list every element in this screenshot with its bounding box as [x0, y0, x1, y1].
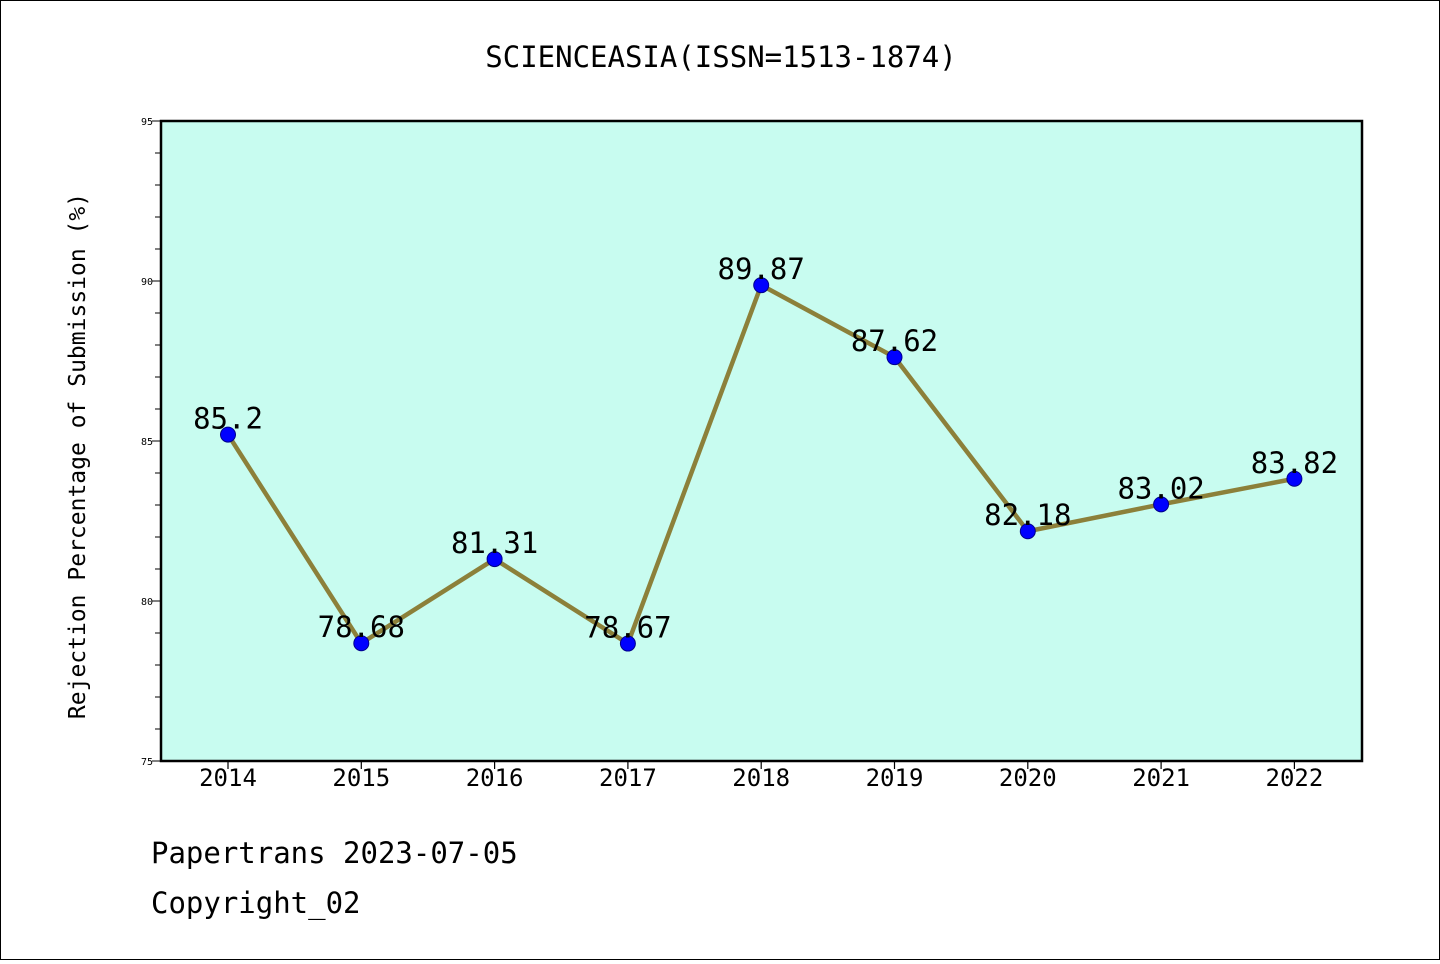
y-tick-label: 90 — [141, 277, 153, 288]
x-tick-label: 2021 — [1132, 764, 1190, 792]
footer-source: Papertrans 2023-07-05 — [151, 836, 518, 870]
data-point-marker — [1286, 470, 1303, 487]
x-tick-label: 2019 — [866, 764, 924, 792]
data-label: 87.62 — [851, 324, 938, 358]
data-label: 78.68 — [318, 610, 405, 644]
y-tick-label: 95 — [141, 117, 153, 128]
x-tick-label: 2018 — [732, 764, 790, 792]
data-point-marker — [486, 551, 503, 568]
data-label: 85.2 — [193, 402, 263, 436]
x-tick-label: 2016 — [466, 764, 524, 792]
data-point-marker — [619, 635, 636, 652]
data-series — [220, 277, 1303, 652]
data-point-marker — [1153, 496, 1170, 513]
data-point-marker — [886, 349, 903, 366]
y-tick-label: 80 — [141, 597, 153, 608]
x-tick-label: 2014 — [199, 764, 257, 792]
y-tick-label: 85 — [141, 437, 153, 448]
plot-area — [159, 119, 1364, 763]
data-labels: 85.2 78.68 81.31 78.67 89.87 87.62 82.18 83.02 8… — [193, 252, 1338, 644]
footer-copyright: Copyright_02 — [151, 886, 361, 920]
data-label: 78.67 — [584, 611, 671, 645]
data-point-marker — [220, 426, 236, 443]
y-axis-ticks: 75 80 85 90 95 — [141, 117, 161, 768]
y-tick-label: 75 — [141, 757, 153, 768]
data-point-marker — [753, 277, 770, 294]
data-label: 81.31 — [451, 526, 538, 560]
data-point-marker — [1019, 523, 1036, 540]
data-label: 83.82 — [1251, 446, 1338, 480]
chart-title: SCIENCEASIA(ISSN=1513-1874) — [485, 40, 956, 74]
x-tick-label: 2020 — [999, 764, 1057, 792]
x-tick-label: 2022 — [1266, 764, 1324, 792]
data-label: 89.87 — [718, 252, 805, 286]
data-label: 82.18 — [984, 498, 1071, 532]
data-point-marker — [353, 635, 370, 652]
x-axis-ticks: 2014 2015 2016 2017 2018 2019 2020 2021 2022 — [199, 761, 1323, 792]
x-tick-label: 2017 — [599, 764, 657, 792]
x-tick-label: 2015 — [332, 764, 390, 792]
y-axis-label: Rejection Percentage of Submission (%) — [65, 193, 91, 719]
data-label: 83.02 — [1117, 471, 1204, 505]
